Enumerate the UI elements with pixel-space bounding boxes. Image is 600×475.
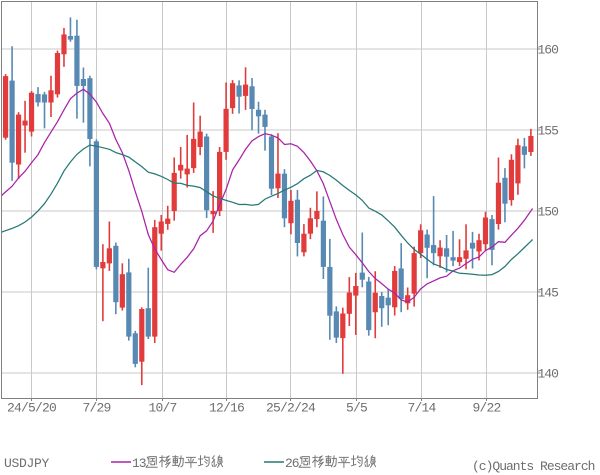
svg-text:150: 150 (538, 205, 559, 220)
svg-text:24/5/20: 24/5/20 (7, 401, 56, 416)
svg-text:145: 145 (538, 286, 559, 301)
svg-text:7/29: 7/29 (82, 401, 110, 416)
svg-text:140: 140 (538, 367, 559, 382)
svg-text:25/2/24: 25/2/24 (266, 401, 316, 416)
svg-text:155: 155 (538, 124, 559, 139)
svg-text:(c)Quants Research: (c)Quants Research (472, 459, 595, 474)
svg-text:13: 13 (132, 456, 146, 471)
svg-text:10/7: 10/7 (148, 401, 176, 416)
svg-text:5/5: 5/5 (346, 401, 367, 416)
svg-text:160: 160 (538, 43, 559, 58)
svg-text:9/22: 9/22 (472, 401, 500, 416)
svg-text:26: 26 (285, 456, 299, 471)
svg-text:12/16: 12/16 (209, 401, 244, 416)
svg-text:USDJPY: USDJPY (4, 456, 50, 471)
svg-text:7/14: 7/14 (407, 401, 436, 416)
